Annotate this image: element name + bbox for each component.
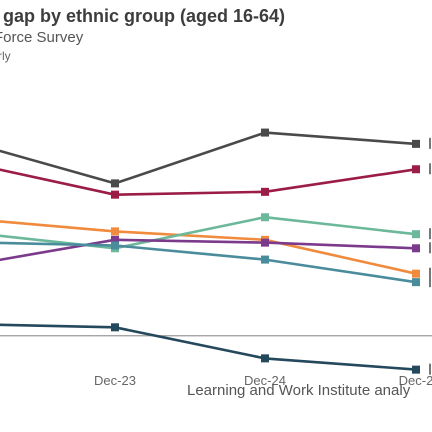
- series-marker: [111, 227, 119, 236]
- series-end-label: [429, 163, 431, 175]
- series-line: [0, 220, 417, 275]
- x-tick-label: Dec-23: [94, 373, 136, 388]
- series-marker: [412, 365, 420, 374]
- series-end-label: [429, 363, 431, 375]
- series-marker: [111, 179, 119, 188]
- series-end-label: [429, 267, 431, 279]
- series-end-label: [429, 276, 431, 288]
- series-end-label: [429, 137, 431, 149]
- series-marker: [412, 139, 420, 148]
- series-line: [0, 131, 417, 185]
- chart-frequency-note: rly: [0, 49, 11, 63]
- series-end-label: [429, 242, 431, 254]
- series-line: [0, 215, 417, 250]
- series-line: [0, 168, 417, 196]
- series-marker: [111, 241, 119, 250]
- series-marker: [261, 255, 269, 264]
- series-marker: [412, 244, 420, 253]
- series-marker: [261, 128, 269, 137]
- series-marker: [261, 238, 269, 247]
- series-line: [0, 323, 417, 371]
- series-marker: [412, 230, 420, 239]
- series-end-label: [429, 228, 431, 240]
- series-marker: [261, 354, 269, 363]
- series-marker: [412, 278, 420, 287]
- series-marker: [261, 213, 269, 222]
- series-marker: [412, 269, 420, 278]
- chart-subtitle: Force Survey: [0, 29, 84, 46]
- series-marker: [111, 235, 119, 244]
- series-line: [0, 238, 417, 262]
- x-tick-label: Dec-24: [244, 373, 286, 388]
- series-marker: [111, 323, 119, 332]
- series-marker: [412, 165, 420, 174]
- chart-title: t gap by ethnic group (aged 16-64): [0, 6, 286, 26]
- series-marker: [111, 190, 119, 199]
- series-line: [0, 241, 417, 284]
- x-tick-label: Dec-2: [399, 373, 432, 388]
- source-note: Learning and Work Institute analy: [187, 382, 411, 399]
- series-marker: [261, 187, 269, 196]
